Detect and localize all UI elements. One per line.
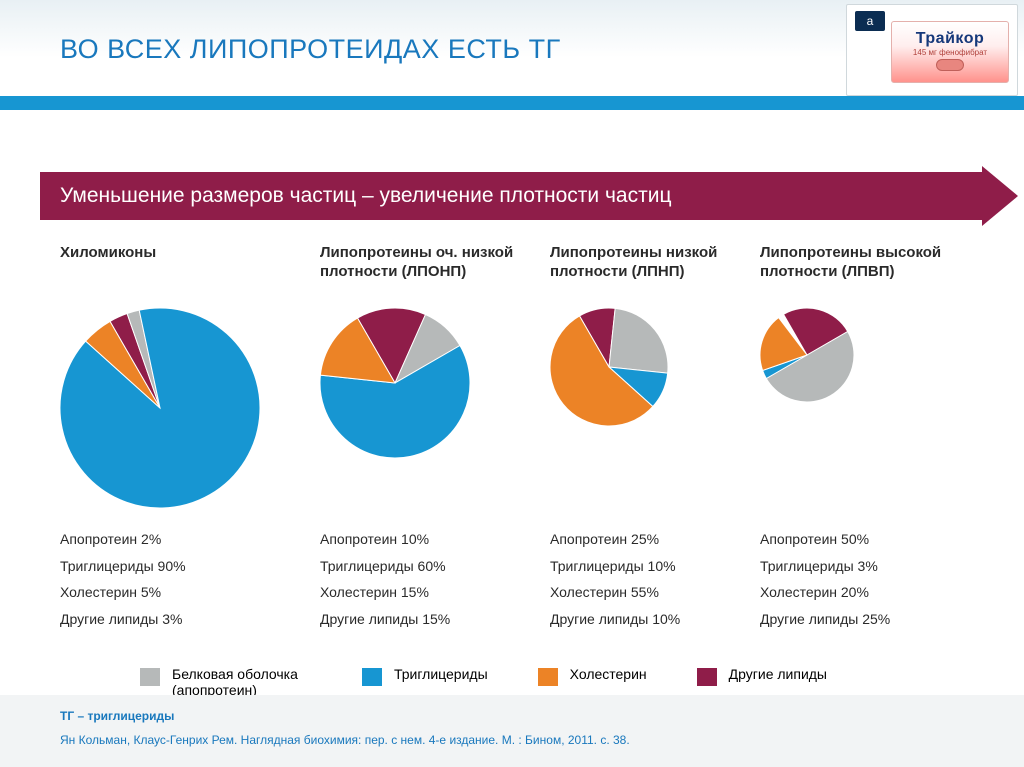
legend-label: Холестерин xyxy=(570,666,647,682)
legend-item-other-lipids: Другие липиды xyxy=(697,666,827,686)
pie-slice-apoprotein xyxy=(609,308,668,373)
chart-value-line: Холестерин 20% xyxy=(760,579,960,606)
chart-value-line: Апопротеин 25% xyxy=(550,526,760,553)
legend-item-apoprotein: Белковая оболочка (апопротеин) xyxy=(140,666,312,698)
chart-value-list: Апопротеин 2%Триглицериды 90%Холестерин … xyxy=(60,518,320,632)
pie-chart xyxy=(320,308,550,518)
legend-item-cholesterol: Холестерин xyxy=(538,666,647,686)
chart-subtitle: Липопротеины оч. низкой плотности (ЛПОНП… xyxy=(320,244,550,308)
legend-label: Белковая оболочка (апопротеин) xyxy=(172,666,312,698)
chart-subtitle: Липопротеины высокой плотности (ЛПВП) xyxy=(760,244,960,308)
chart-value-line: Триглицериды 10% xyxy=(550,553,760,580)
drug-package: Трайкор 145 мг фенофибрат xyxy=(891,21,1009,83)
pie-chart-row: ХиломиконыАпопротеин 2%Триглицериды 90%Х… xyxy=(0,220,1024,632)
legend-swatch-apoprotein xyxy=(140,668,160,686)
legend-swatch-other-lipids xyxy=(697,668,717,686)
chart-value-line: Другие липиды 25% xyxy=(760,606,960,633)
abbott-logo: a xyxy=(855,11,885,31)
pie-chart xyxy=(760,308,960,518)
legend-swatch-cholesterol xyxy=(538,668,558,686)
chart-value-line: Другие липиды 15% xyxy=(320,606,550,633)
density-arrow-banner: Уменьшение размеров частиц – увеличение … xyxy=(0,172,1024,220)
chart-value-line: Апопротеин 2% xyxy=(60,526,320,553)
chart-value-line: Триглицериды 90% xyxy=(60,553,320,580)
legend-label: Триглицериды xyxy=(394,666,488,682)
arrow-head-icon xyxy=(982,166,1018,226)
pie-chart xyxy=(550,308,760,518)
page-title: ВО ВСЕХ ЛИПОПРОТЕИДАХ ЕСТЬ ТГ xyxy=(60,34,964,65)
header-accent-bar xyxy=(0,96,1024,110)
chart-column: Липопротеины высокой плотности (ЛПВП) Апо… xyxy=(760,244,960,632)
chart-value-line: Апопротеин 10% xyxy=(320,526,550,553)
tablet-icon xyxy=(936,59,964,71)
chart-column: Хиломиконы Апопротеин 2%Триглицериды 90%Х… xyxy=(60,244,320,632)
chart-value-list: Апопротеин 10%Триглицериды 60%Холестерин… xyxy=(320,518,550,632)
arrow-banner-text: Уменьшение размеров частиц – увеличение … xyxy=(60,184,671,208)
legend-swatch-triglycerides xyxy=(362,668,382,686)
chart-value-line: Холестерин 5% xyxy=(60,579,320,606)
drug-brand-name: Трайкор xyxy=(892,22,1008,48)
chart-value-line: Холестерин 55% xyxy=(550,579,760,606)
chart-subtitle: Липопротеины низкой плотности (ЛПНП) xyxy=(550,244,760,308)
chart-value-list: Апопротеин 25%Триглицериды 10%Холестерин… xyxy=(550,518,760,632)
chart-subtitle: Хиломиконы xyxy=(60,244,320,308)
pie-chart xyxy=(60,308,320,518)
chart-value-line: Триглицериды 3% xyxy=(760,553,960,580)
footnote-citation: Ян Кольман, Клаус-Генрих Рем. Наглядная … xyxy=(60,733,1024,747)
chart-column: Липопротеины оч. низкой плотности (ЛПОНП… xyxy=(320,244,550,632)
legend-label: Другие липиды xyxy=(729,666,827,682)
legend-item-triglycerides: Триглицериды xyxy=(362,666,488,686)
chart-value-line: Апопротеин 50% xyxy=(760,526,960,553)
footnote-abbreviation: ТГ – триглицериды xyxy=(60,709,1024,723)
chart-value-line: Другие липиды 3% xyxy=(60,606,320,633)
chart-column: Липопротеины низкой плотности (ЛПНП) Апоп… xyxy=(550,244,760,632)
chart-legend: Белковая оболочка (апопротеин) Триглицер… xyxy=(0,666,1024,698)
chart-value-line: Другие липиды 10% xyxy=(550,606,760,633)
drug-dose-text: 145 мг фенофибрат xyxy=(892,48,1008,57)
chart-value-line: Триглицериды 60% xyxy=(320,553,550,580)
product-branding-box: a Трайкор 145 мг фенофибрат xyxy=(846,4,1018,96)
chart-value-list: Апопротеин 50%Триглицериды 3%Холестерин … xyxy=(760,518,960,632)
chart-value-line: Холестерин 15% xyxy=(320,579,550,606)
slide-footer: ТГ – триглицериды Ян Кольман, Клаус-Генр… xyxy=(0,695,1024,767)
